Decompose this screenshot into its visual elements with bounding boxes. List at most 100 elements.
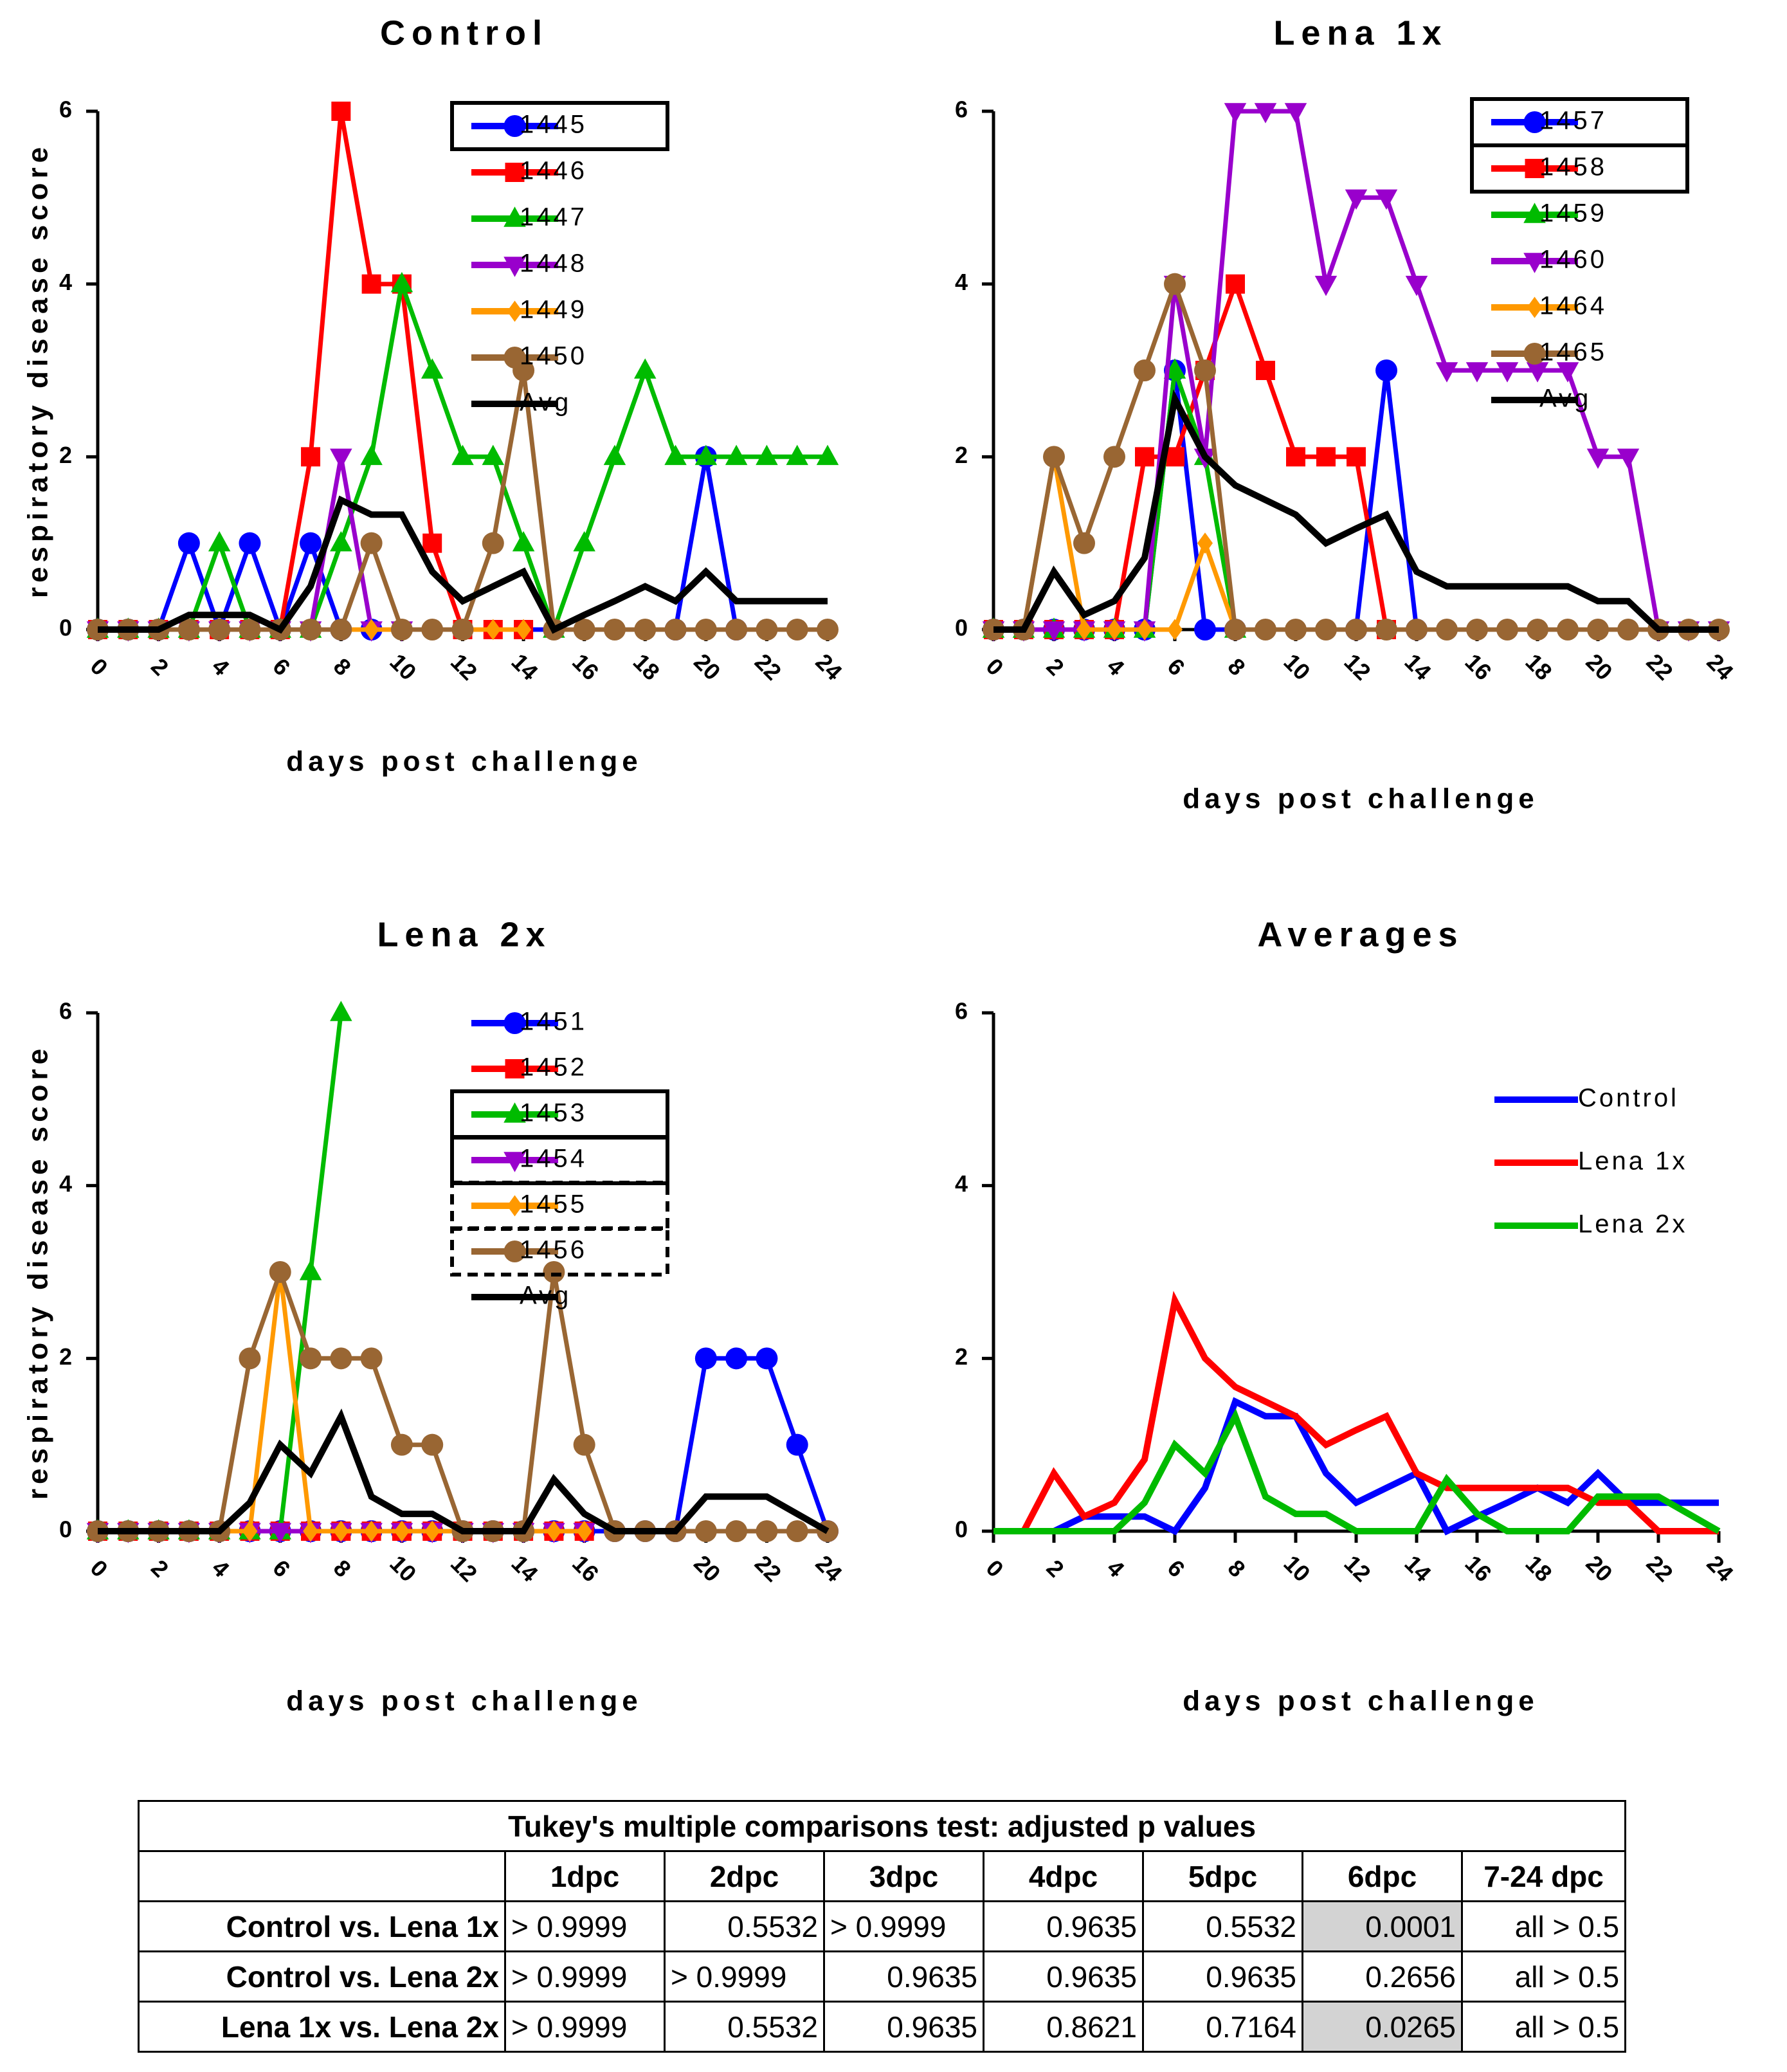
- data-point: [239, 1347, 261, 1370]
- series-line: [993, 1408, 1721, 1534]
- legend-marker: [505, 1059, 525, 1078]
- x-tick-label: 18: [1520, 648, 1557, 685]
- table-row: Control vs. Lena 2x > 0.9999 > 0.9999 0.…: [138, 1950, 1627, 2003]
- table-cell: > 0.9999: [504, 1950, 666, 2003]
- data-point: [1316, 447, 1336, 467]
- series-1455: [90, 1261, 592, 1542]
- data-point: [1375, 619, 1397, 641]
- x-tick-label: 20: [1581, 1550, 1617, 1586]
- data-point: [694, 444, 718, 466]
- data-point: [330, 1001, 352, 1021]
- x-tick-label: 8: [1223, 653, 1251, 680]
- series-line: [993, 1397, 1719, 1536]
- data-point: [603, 444, 626, 466]
- x-tick-label: 4: [1102, 1554, 1130, 1582]
- column-header: 1dpc: [504, 1850, 666, 1902]
- y-tick-label: 2: [59, 442, 72, 468]
- data-point: [1586, 448, 1610, 469]
- y-tick-label: 6: [955, 96, 968, 123]
- x-tick-label: 0: [981, 653, 1009, 680]
- data-point: [1197, 532, 1213, 554]
- y-tick-label: 2: [59, 1343, 72, 1370]
- data-point: [816, 444, 839, 466]
- column-header: 7-24 dpc: [1460, 1850, 1627, 1902]
- legend-marker: [505, 163, 525, 182]
- data-point: [1134, 359, 1156, 381]
- x-tick-label: 20: [689, 1550, 725, 1586]
- data-point: [1526, 362, 1549, 383]
- y-tick-label: 6: [955, 998, 968, 1024]
- data-point: [1314, 275, 1338, 296]
- data-point: [330, 448, 352, 469]
- data-point: [485, 619, 501, 641]
- table-cell: 0.9635: [1142, 1950, 1303, 2003]
- legend-entry: 1453: [450, 1089, 669, 1140]
- legend-label: 1464: [1539, 292, 1607, 320]
- table-row: Lena 1x vs. Lena 2x > 0.9999 0.5532 0.96…: [138, 2001, 1627, 2053]
- legend-box: [450, 1226, 669, 1277]
- legend-label: 1454: [520, 1145, 587, 1173]
- table-cell: 0.9635: [823, 2001, 984, 2053]
- column-header: 2dpc: [664, 1850, 825, 1902]
- data-point: [300, 532, 322, 554]
- legend-label: Avg: [1539, 385, 1591, 413]
- table-cell: > 0.9999: [504, 2001, 666, 2053]
- column-header: 3dpc: [823, 1850, 984, 1902]
- data-point: [725, 1347, 748, 1370]
- legend-label: Avg: [520, 1282, 571, 1310]
- y-axis-label: respiratory disease score: [23, 1044, 54, 1500]
- series-1451: [87, 1347, 839, 1542]
- data-point: [1315, 619, 1337, 641]
- table-cell: 0.8621: [983, 2001, 1144, 2053]
- data-point: [1465, 362, 1489, 383]
- y-tick-label: 6: [59, 96, 72, 123]
- x-tick-label: 24: [810, 648, 847, 685]
- series-1456: [87, 1261, 839, 1542]
- legend-label: 1455: [520, 1190, 587, 1219]
- x-tick-label: 2: [146, 653, 174, 680]
- legend-label: 1450: [520, 342, 587, 370]
- row-label: Control vs. Lena 1x: [138, 1900, 506, 1952]
- data-point: [576, 1520, 592, 1542]
- x-tick-label: 10: [385, 1550, 421, 1586]
- y-axis-label: respiratory disease score: [23, 143, 54, 598]
- data-point: [1466, 619, 1488, 641]
- data-point: [1496, 362, 1519, 383]
- data-point: [1256, 361, 1275, 380]
- data-point: [756, 444, 778, 466]
- data-point: [361, 274, 381, 294]
- x-tick-label: 20: [1581, 648, 1617, 685]
- series-line: [98, 1356, 830, 1534]
- table-cell: 0.5532: [1142, 1900, 1303, 1952]
- table-cell: > 0.9999: [664, 1950, 825, 2003]
- x-tick-label: 14: [507, 1550, 543, 1586]
- legend-box: [1470, 143, 1689, 194]
- legend-label: 1445: [520, 111, 587, 139]
- legend-entry: 1459: [1491, 199, 1604, 228]
- x-tick-label: 24: [1701, 648, 1738, 685]
- x-tick-label: 20: [689, 648, 725, 685]
- y-tick-label: 4: [955, 1170, 968, 1197]
- data-point: [1285, 619, 1307, 641]
- data-point: [301, 447, 321, 467]
- data-point: [363, 1520, 379, 1542]
- data-point: [451, 619, 474, 641]
- data-point: [694, 619, 717, 641]
- data-point: [634, 619, 657, 641]
- data-point: [360, 1347, 383, 1370]
- data-point: [1255, 619, 1276, 641]
- legend-label: Avg: [520, 388, 571, 417]
- legend-entry: 1448: [471, 250, 585, 278]
- legend-label: 1453: [520, 1099, 587, 1127]
- series-avg: [98, 495, 828, 634]
- y-tick-label: 2: [955, 1343, 968, 1370]
- legend-marker: [503, 1240, 526, 1262]
- x-tick-label: 10: [1278, 648, 1315, 685]
- legend-entry: 1458: [1470, 143, 1689, 194]
- data-point: [390, 1433, 413, 1456]
- x-tick-label: 4: [1102, 653, 1130, 680]
- data-point: [330, 531, 352, 552]
